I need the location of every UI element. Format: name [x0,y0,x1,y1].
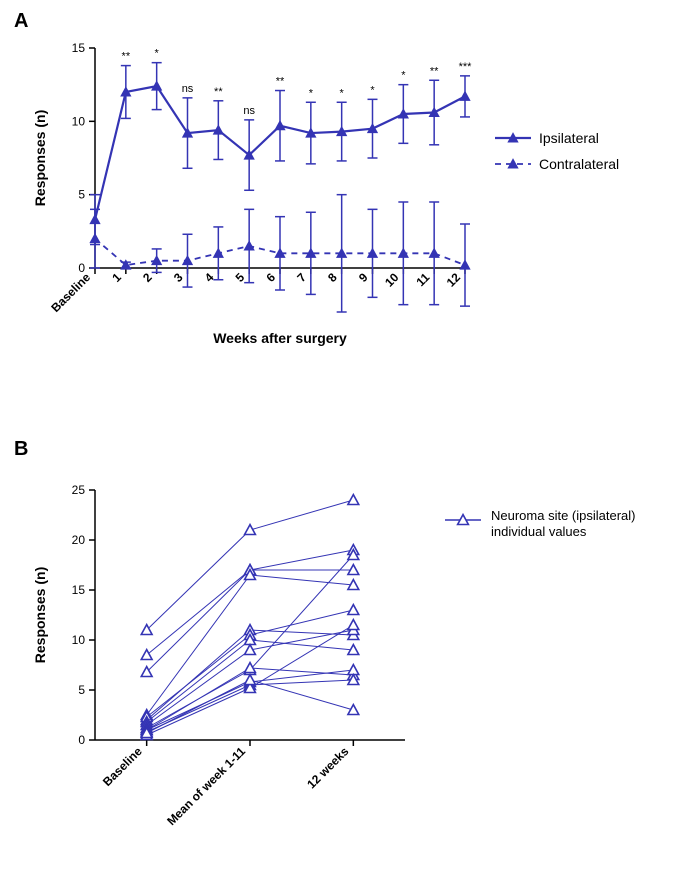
svg-text:*: * [309,87,314,99]
svg-text:10: 10 [382,270,402,290]
svg-text:9: 9 [356,270,371,285]
svg-text:Responses (n): Responses (n) [32,567,48,663]
svg-text:8: 8 [325,270,340,285]
svg-text:Mean of week 1-11: Mean of week 1-11 [164,744,248,828]
svg-text:6: 6 [263,270,278,285]
svg-text:4: 4 [202,270,217,285]
svg-text:*: * [340,87,345,99]
svg-text:Weeks after surgery: Weeks after surgery [213,330,347,346]
svg-text:ns: ns [243,105,255,117]
svg-text:Ipsilateral: Ipsilateral [539,130,599,146]
svg-text:**: ** [214,86,223,98]
svg-text:ns: ns [182,83,194,95]
svg-text:10: 10 [72,633,86,647]
svg-text:**: ** [122,51,131,63]
panel-b-chart: 0 5 10 15 20 25 Responses (n) Baseline Mean of w… [0,470,700,870]
svg-text:*: * [401,70,406,82]
svg-text:Neuroma site (ipsilateral): Neuroma site (ipsilateral) [491,508,636,523]
svg-text:5: 5 [78,683,85,697]
svg-text:12: 12 [444,270,464,290]
svg-text:***: *** [459,61,473,73]
svg-text:15: 15 [72,41,86,55]
svg-text:0: 0 [78,733,85,747]
svg-text:Baseline: Baseline [48,270,93,315]
svg-text:Baseline: Baseline [100,744,145,789]
svg-text:**: ** [276,76,285,88]
svg-text:11: 11 [413,270,432,289]
svg-text:7: 7 [294,270,309,285]
svg-text:15: 15 [72,583,86,597]
svg-text:*: * [155,48,160,60]
svg-text:1: 1 [109,270,124,285]
svg-text:3: 3 [171,270,186,285]
svg-text:Contralateral: Contralateral [539,156,619,172]
panel-a-chart: 051015Responses (n)Baseline1234567891011… [0,30,700,410]
svg-text:**: ** [430,65,439,77]
svg-text:25: 25 [72,483,86,497]
svg-text:5: 5 [78,188,85,202]
svg-text:20: 20 [72,533,86,547]
svg-text:individual values: individual values [491,524,587,539]
svg-text:12 weeks: 12 weeks [304,744,351,791]
svg-text:10: 10 [72,114,86,128]
panel-b-label: B [14,438,28,461]
svg-text:Responses (n): Responses (n) [32,110,48,206]
svg-text:*: * [370,84,375,96]
